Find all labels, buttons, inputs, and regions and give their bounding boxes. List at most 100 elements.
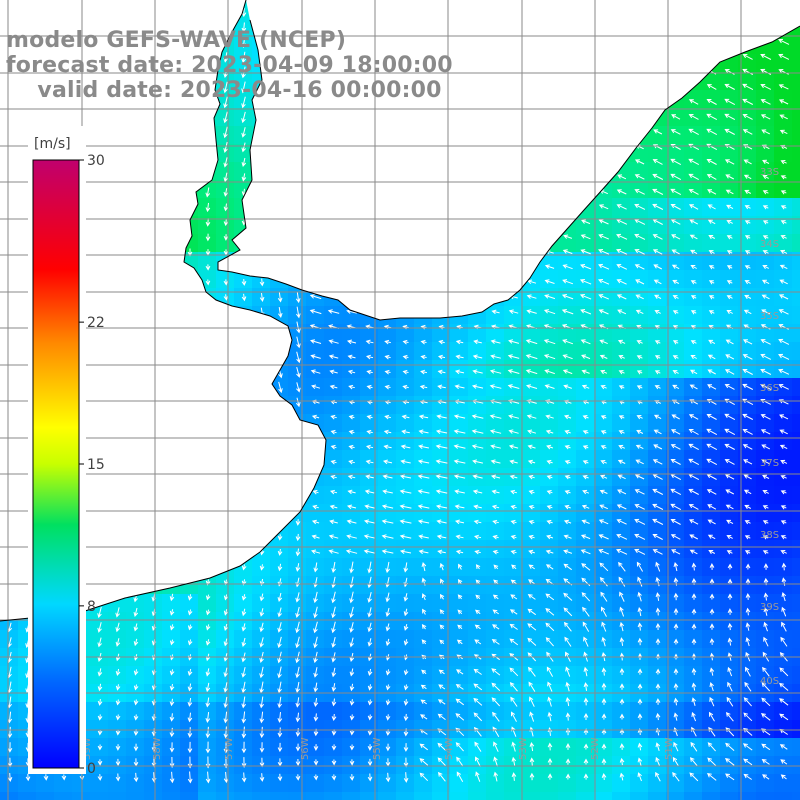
wind-arrow <box>330 474 337 480</box>
wind-arrow <box>187 594 193 601</box>
wind-cell <box>486 630 504 648</box>
wind-arrow <box>493 756 498 767</box>
wind-cell <box>720 774 738 792</box>
wind-cell <box>342 630 360 648</box>
wind-arrow <box>780 160 787 165</box>
wind-arrow <box>457 578 463 585</box>
wind-arrow <box>652 534 663 540</box>
wind-arrow <box>582 606 590 617</box>
wind-arrow <box>453 474 466 479</box>
wind-arrow <box>726 535 733 540</box>
wind-arrow <box>726 295 733 300</box>
wind-arrow <box>223 667 229 678</box>
wind-cell <box>414 522 432 540</box>
wind-cell <box>198 612 216 630</box>
wind-cell <box>630 558 648 576</box>
wind-cell <box>540 702 558 720</box>
wind-arrow <box>421 593 427 601</box>
wind-cell <box>612 432 630 450</box>
wind-arrow <box>205 202 211 213</box>
wind-arrow <box>169 771 175 784</box>
wind-cell <box>558 252 576 270</box>
wind-cell <box>594 702 612 720</box>
wind-arrow <box>742 83 754 91</box>
wind-arrow <box>491 638 500 645</box>
wind-arrow <box>562 249 573 255</box>
wind-arrow <box>313 697 319 708</box>
wind-arrow <box>453 444 466 449</box>
wind-arrow <box>707 534 716 540</box>
wind-cell <box>738 792 756 800</box>
wind-arrow <box>349 637 354 648</box>
lon-label: 57W <box>224 737 235 760</box>
wind-cell <box>216 72 234 90</box>
wind-cell <box>396 594 414 612</box>
wind-cell <box>648 270 666 288</box>
wind-arrow <box>331 683 337 692</box>
wind-arrow <box>313 606 318 619</box>
wind-cell <box>702 432 720 450</box>
wind-arrow <box>636 370 643 375</box>
wind-arrow <box>295 697 301 708</box>
wind-cell <box>756 234 774 252</box>
wind-arrow <box>582 415 589 420</box>
wind-cell <box>504 396 522 414</box>
wind-arrow <box>347 489 356 495</box>
wind-arrow <box>652 249 663 255</box>
wind-cell <box>630 216 648 234</box>
wind-arrow <box>457 594 463 600</box>
wind-cell <box>792 378 800 396</box>
wind-arrow <box>707 384 717 390</box>
wind-arrow <box>311 414 320 420</box>
wind-cell <box>792 126 800 144</box>
wind-cell <box>216 270 234 288</box>
wind-arrow <box>455 549 464 555</box>
wind-cell <box>414 540 432 558</box>
wind-arrow <box>296 382 301 393</box>
wind-arrow <box>187 668 193 677</box>
wind-arrow <box>601 758 607 765</box>
wind-cell <box>792 612 800 630</box>
lon-label: 52W <box>590 737 601 760</box>
wind-arrow <box>309 339 322 344</box>
wind-cell <box>108 702 126 720</box>
wind-cell <box>576 360 594 378</box>
wind-cell <box>666 666 684 684</box>
wind-cell <box>774 738 792 756</box>
wind-arrow <box>691 711 697 722</box>
wind-arrow <box>599 339 608 345</box>
wind-cell <box>342 450 360 468</box>
wind-cell <box>630 432 648 450</box>
wind-arrow <box>97 606 102 619</box>
wind-arrow <box>762 550 769 555</box>
wind-arrow <box>706 772 717 781</box>
wind-arrow <box>367 684 373 691</box>
wind-cell <box>216 702 234 720</box>
wind-arrow <box>673 623 679 630</box>
wind-arrow <box>616 248 628 255</box>
wind-arrow <box>652 549 663 555</box>
wind-arrow <box>348 429 355 435</box>
wind-arrow <box>241 594 247 601</box>
lat-label: 36S <box>760 383 779 394</box>
wind-arrow <box>636 429 644 435</box>
wind-cell <box>540 450 558 468</box>
wind-arrow <box>546 505 553 510</box>
wind-cell <box>504 540 522 558</box>
wind-arrow <box>454 489 465 494</box>
wind-arrow <box>742 743 753 751</box>
wind-arrow <box>670 459 681 465</box>
wind-arrow <box>583 773 589 780</box>
wind-arrow <box>115 668 121 677</box>
wind-cell <box>792 324 800 342</box>
wind-arrow <box>635 309 644 315</box>
wind-cell <box>324 522 342 540</box>
wind-arrow <box>346 519 357 524</box>
wind-arrow <box>763 592 769 601</box>
wind-arrow <box>744 681 752 692</box>
wind-cell <box>756 72 774 90</box>
wind-cell <box>360 702 378 720</box>
wind-arrow <box>509 667 519 677</box>
wind-arrow <box>690 741 698 752</box>
wind-arrow <box>671 264 680 270</box>
